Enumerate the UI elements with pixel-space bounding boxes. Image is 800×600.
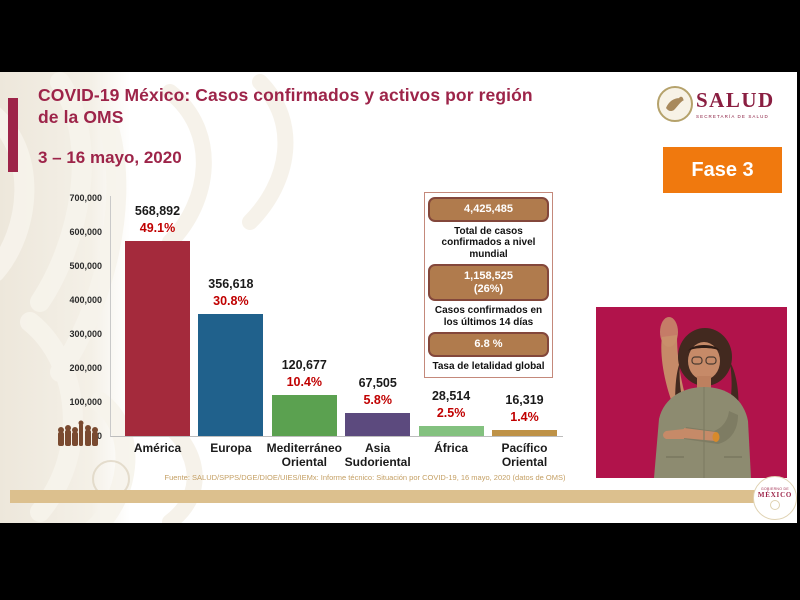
title-line-1: COVID-19 México: Casos confirmados y act… <box>38 85 533 105</box>
bar-value-label: 120,677 <box>281 357 327 372</box>
stat-pill-0: 4,425,485 <box>428 197 549 222</box>
salud-subtitle: SECRETARÍA DE SALUD <box>696 114 769 119</box>
sign-language-interpreter-video <box>596 307 787 478</box>
bar-value-label: 67,505 <box>358 375 397 390</box>
bar-1 <box>198 313 264 436</box>
x-category-label: Pacífico Oriental <box>501 441 548 469</box>
y-tick-label: 700,000 <box>69 193 102 203</box>
bar-5 <box>492 430 557 436</box>
y-tick-label: 0 <box>96 431 102 441</box>
title-accent-bar <box>8 98 18 172</box>
bar-percent-label: 1.4% <box>510 410 539 425</box>
page-title: COVID-19 México: Casos confirmados y act… <box>38 84 638 128</box>
x-category-label: América <box>133 441 182 455</box>
bar-percent-label: 10.4% <box>286 374 323 389</box>
presentation-slide: COVID-19 México: Casos confirmados y act… <box>0 72 797 523</box>
gov-badge-wordmark: MÉXICO <box>757 490 793 499</box>
historic-figures-artwork <box>58 420 98 446</box>
y-tick-label: 400,000 <box>69 295 102 305</box>
bar-value-label: 356,618 <box>208 276 254 291</box>
stat-label-1: Casos confirmados en los últimos 14 días <box>434 305 543 328</box>
salud-eagle-seal-icon <box>657 86 693 122</box>
bar-percent-label: 5.8% <box>363 392 392 407</box>
x-category-label: Asia Sudoriental <box>344 441 411 469</box>
gov-badge-top-text: GOBIERNO DE <box>761 486 789 491</box>
bar-0 <box>125 241 190 436</box>
salud-logo: SALUD SECRETARÍA DE SALUD <box>648 80 788 128</box>
stat-pill-2: 6.8 % <box>428 332 549 357</box>
date-range: 3 – 16 mayo, 2020 <box>38 148 182 167</box>
x-category-label: Mediterráneo Oriental <box>266 441 342 469</box>
stat-label-0: Total de casos confirmados a nivel mundi… <box>441 225 536 260</box>
y-tick-label: 300,000 <box>69 329 102 339</box>
bar-percent-label: 49.1% <box>139 220 176 235</box>
bar-percent-label: 30.8% <box>213 293 249 308</box>
bar-value-label: 568,892 <box>134 203 181 218</box>
phase-badge: Fase 3 <box>663 147 782 193</box>
bar-percent-label: 2.5% <box>436 406 466 421</box>
gov-badge-seal-icon <box>770 499 780 510</box>
gobierno-de-mexico-badge: GOBIERNO DE MÉXICO <box>753 476 797 520</box>
bar-value-label: 28,514 <box>431 389 471 404</box>
salud-wordmark: SALUD <box>696 88 775 112</box>
bar-2 <box>271 394 337 436</box>
footer-gold-bar <box>10 490 786 503</box>
x-category-label: Europa <box>210 441 252 455</box>
bar-value-label: 16,319 <box>505 393 544 408</box>
y-tick-label: 100,000 <box>69 397 102 407</box>
y-tick-label: 600,000 <box>69 227 102 237</box>
bar-3 <box>345 412 411 436</box>
bar-4 <box>418 426 484 436</box>
y-tick-label: 200,000 <box>69 363 102 373</box>
title-line-2: de la OMS <box>38 107 124 127</box>
x-category-label: África <box>434 441 469 455</box>
source-note: Fuente: SALUD/SPPS/DGE/DIOE/UIES/IEMx: I… <box>164 473 566 482</box>
stat-pill-1: 1,158,525 (26%) <box>428 264 549 301</box>
y-tick-label: 500,000 <box>69 261 102 271</box>
global-stats-panel: 4,425,485 Total de casos confirmados a ni… <box>424 192 553 378</box>
bar-chart-plot: 568,892 49.1% América 356,618 30.8% Europa 120… <box>110 196 563 468</box>
stat-pill-line2: (26%) <box>473 282 504 295</box>
stat-label-2: Tasa de letalidad global <box>432 360 545 372</box>
